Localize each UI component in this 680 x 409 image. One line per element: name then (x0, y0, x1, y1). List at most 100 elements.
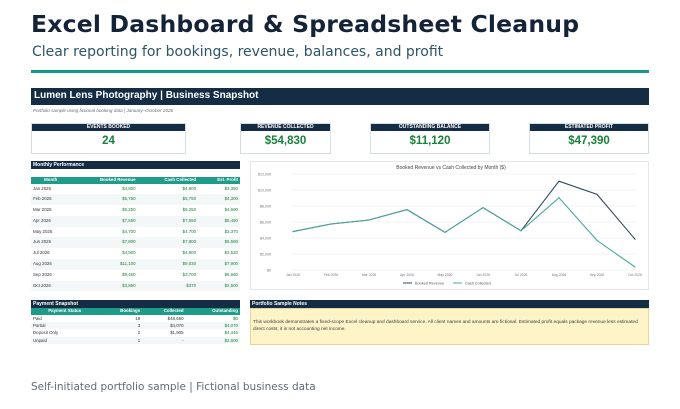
table-row: Jul 2026 $4,900 $4,900 $3,520 (31, 248, 240, 259)
data-point (596, 239, 598, 241)
data-point (444, 231, 446, 233)
table-cell: $3,520 (224, 250, 238, 256)
x-tick-label: Feb 2026 (324, 273, 338, 277)
table-cell: $3,850 (70, 280, 138, 292)
y-tick-label: $12,000 (258, 173, 271, 177)
column-header: Collected (142, 308, 186, 315)
table-row: Partial 3 $4,070 $4,070 (31, 321, 240, 330)
x-tick-label: Oct 2026 (628, 273, 642, 277)
table-cell: $4,070 (142, 321, 186, 330)
table-cell: 1 (98, 336, 143, 345)
table-cell: Jan 2026 (33, 185, 52, 191)
page-subtitle: Clear reporting for bookings, revenue, b… (32, 44, 444, 60)
table-cell: $3,370 (224, 228, 238, 234)
x-tick-label: Sep 2026 (590, 273, 605, 277)
table-cell: $370 (137, 280, 199, 292)
table-cell: Partial (31, 321, 99, 330)
kpi-label: ESTIMATED PROFIT (530, 124, 648, 131)
portfolio-notes-header: Portfolio Sample Notes (250, 300, 649, 308)
sheet-banner: Lumen Lens Photography | Business Snapsh… (31, 88, 649, 105)
table-cell: $4,800 (122, 185, 136, 191)
page-title: Excel Dashboard & Spreadsheet Cleanup (31, 10, 580, 38)
table-cell: Mar 2026 (33, 207, 52, 213)
table-cell: Apr 2026 (31, 215, 71, 227)
kpi-value: $11,120 (409, 135, 451, 147)
table-cell: Deposit Only (33, 330, 59, 336)
column-header: Month (31, 177, 71, 184)
kpi-estimated-profit: ESTIMATED PROFIT $47,390 (529, 123, 649, 154)
table-cell: $7,900 (198, 259, 240, 270)
table-row: Aug 2026 $11,100 $9,030 $7,900 (31, 259, 240, 270)
x-tick-label: Jan 2026 (286, 273, 300, 277)
x-tick-label: Apr 2026 (400, 273, 414, 277)
kpi-value: 24 (102, 135, 115, 147)
data-point (520, 230, 522, 232)
dashboard-sheet: Lumen Lens Photography | Business Snapsh… (31, 88, 649, 350)
table-row: Apr 2026 $7,550 $7,550 $5,450 (31, 215, 240, 227)
table-cell: $4,700 (182, 228, 197, 234)
table-cell: $6,660 (224, 271, 238, 277)
table-cell: $4,445 (224, 330, 238, 336)
series-line-cash-collected (292, 197, 636, 268)
page-footer: Self-initiated portfolio sample | Fictio… (31, 381, 316, 393)
table-cell: $4,070 (185, 321, 240, 330)
table-cell: $3,700 (182, 271, 197, 277)
table-header-row: Payment Status Bookings Collected Outsta… (31, 308, 240, 315)
table-row: Feb 2026 $5,750 $5,750 $4,300 (31, 194, 240, 206)
y-tick-label: $4,000 (260, 237, 271, 241)
table-cell: $3,350 (224, 185, 238, 191)
x-tick-label: Aug 2026 (552, 273, 567, 277)
table-cell: Jun 2026 (31, 237, 71, 249)
table-cell: $4,300 (198, 194, 240, 206)
table-cell: $9,450 (122, 271, 136, 277)
legend-label: Booked Revenue (415, 281, 444, 285)
data-point (368, 219, 370, 221)
y-tick-label: $2,000 (260, 253, 271, 257)
table-cell: Oct 2026 (31, 280, 71, 292)
table-cell: $2,500 (198, 280, 240, 292)
legend-label: Cash Collected (465, 281, 491, 285)
table-cell: - (142, 336, 186, 345)
table-cell: $4,590 (224, 207, 238, 213)
table-row: May 2026 $4,700 $4,700 $3,370 (31, 227, 240, 238)
table-cell: $5,750 (137, 194, 199, 206)
monthly-performance-header: Monthly Performance (31, 161, 240, 169)
table-cell: Jul 2026 (33, 250, 50, 256)
x-tick-label: May 2026 (438, 273, 453, 277)
x-tick-label: Mar 2026 (362, 273, 376, 277)
table-row: Deposit Only 2 $1,905 $4,445 (31, 329, 240, 336)
data-point (634, 266, 636, 268)
kpi-value: $54,830 (264, 135, 307, 147)
data-point (596, 193, 598, 195)
table-row: Jan 2026 $4,800 $4,800 $3,350 (31, 184, 240, 195)
table-cell: $2,600 (185, 336, 240, 345)
x-tick-label: Jul 2026 (515, 273, 528, 277)
table-cell: $4,800 (182, 185, 197, 191)
column-header: Payment Status (31, 308, 99, 315)
table-row: Oct 2026 $3,850 $370 $2,500 (31, 280, 240, 292)
kpi-events-booked: EVENTS BOOKED 24 (31, 123, 186, 154)
sheet-note: Portfolio sample using fictional booking… (33, 108, 174, 113)
table-cell: $4,700 (122, 228, 136, 234)
column-header: Bookings (98, 308, 143, 315)
accent-divider (31, 70, 649, 73)
kpi-revenue-collected: REVENUE COLLECTED $54,830 (240, 123, 331, 154)
table-cell: $5,750 (70, 194, 138, 206)
portfolio-notes-text: This workbook demonstrates a fixed-scope… (253, 320, 638, 332)
kpi-label: REVENUE COLLECTED (241, 124, 330, 131)
column-header: Cash Collected (137, 177, 199, 184)
chart-canvas: Booked Revenue vs Cash Collected by Mont… (258, 165, 642, 285)
payment-table-body: Paid 18 $48,650 $0 Partial 3 $4,070 $4,070 Depos… (31, 315, 240, 345)
monthly-performance-table: Month Booked Revenue Cash Collected Est.… (31, 177, 240, 292)
kpi-outstanding-balance: OUTSTANDING BALANCE $11,120 (370, 123, 490, 154)
column-header: Booked Revenue (70, 177, 138, 184)
table-cell: $48,650 (167, 315, 184, 321)
table-row: Mar 2026 $6,250 $6,250 $4,590 (31, 205, 240, 216)
y-tick-label: $8,000 (260, 205, 271, 209)
y-tick-label: $10,000 (258, 189, 271, 193)
table-cell: $0 (233, 315, 238, 321)
table-cell: $1,905 (170, 330, 184, 336)
table-row: Unpaid 1- $2,600 (31, 336, 240, 345)
y-tick-label: $0 (267, 269, 271, 273)
table-cell: Sep 2026 (33, 271, 52, 277)
